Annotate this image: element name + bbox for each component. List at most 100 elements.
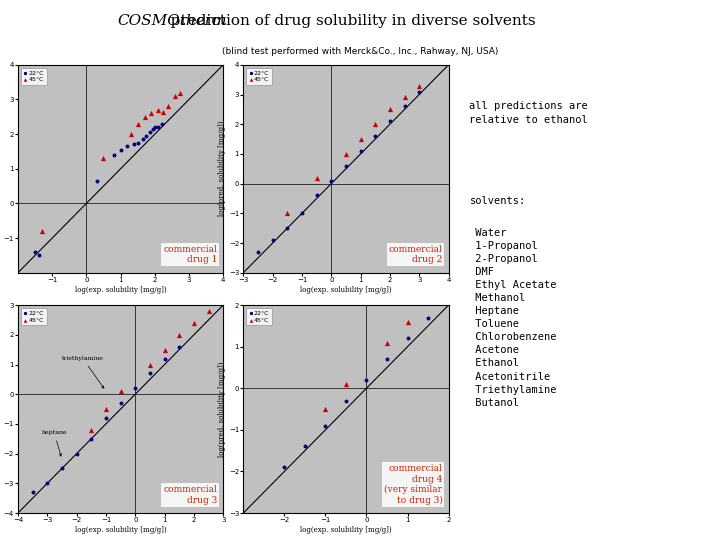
- Legend: 22°C, 45°C: 22°C, 45°C: [246, 308, 272, 325]
- Point: [86, 426, 97, 434]
- Point: [174, 342, 185, 351]
- Text: commercial
drug 2: commercial drug 2: [389, 245, 442, 265]
- Point: [188, 319, 199, 327]
- Point: [282, 224, 293, 232]
- Point: [139, 112, 150, 121]
- Point: [384, 105, 396, 114]
- Point: [355, 134, 366, 143]
- Legend: 22°C, 45°C: 22°C, 45°C: [21, 68, 47, 85]
- Legend: 22°C, 45°C: 22°C, 45°C: [21, 308, 47, 325]
- Point: [311, 191, 323, 200]
- Point: [30, 247, 41, 256]
- Text: all predictions are
relative to ethanol: all predictions are relative to ethanol: [469, 101, 588, 125]
- Point: [148, 125, 159, 133]
- Text: solvents:: solvents:: [469, 197, 526, 206]
- Point: [170, 92, 181, 100]
- Point: [174, 330, 185, 339]
- Point: [86, 434, 97, 443]
- Point: [159, 346, 171, 354]
- Point: [320, 405, 331, 414]
- Text: commercial
drug 1: commercial drug 1: [163, 245, 217, 265]
- Point: [130, 384, 141, 393]
- Point: [422, 313, 433, 322]
- Point: [369, 132, 381, 140]
- Point: [114, 387, 127, 395]
- Point: [140, 132, 152, 140]
- Text: triethylamine: triethylamine: [62, 356, 104, 388]
- Text: Water
 1-Propanol
 2-Propanol
 DMF
 Ethyl Acetate
 Methanol
 Heptane
 Toluene
 C: Water 1-Propanol 2-Propanol DMF Ethyl Ac…: [469, 228, 557, 408]
- Point: [300, 442, 311, 451]
- Point: [56, 464, 68, 473]
- Point: [282, 209, 293, 218]
- X-axis label: log(exp. solubility [mg/g]): log(exp. solubility [mg/g]): [75, 286, 166, 294]
- Text: (blind test performed with Merck&Co., Inc., Rahway, NJ, USA): (blind test performed with Merck&Co., In…: [222, 48, 498, 56]
- Point: [144, 128, 156, 137]
- Point: [267, 235, 279, 244]
- Y-axis label: log(pred. solubility [mg/g]): log(pred. solubility [mg/g]): [218, 121, 226, 217]
- Point: [382, 338, 393, 347]
- Legend: 22°C, 45°C: 22°C, 45°C: [246, 68, 272, 85]
- Point: [145, 109, 157, 118]
- Point: [399, 93, 410, 102]
- Point: [320, 421, 331, 430]
- Point: [132, 138, 143, 147]
- Point: [100, 405, 112, 414]
- Point: [108, 151, 120, 159]
- Point: [384, 117, 396, 126]
- Point: [399, 102, 410, 111]
- Point: [128, 140, 140, 149]
- X-axis label: log(exp. solubility [mg/g]): log(exp. solubility [mg/g]): [300, 526, 392, 534]
- Point: [137, 135, 148, 144]
- Point: [369, 120, 381, 129]
- Point: [158, 107, 169, 116]
- Point: [341, 380, 352, 388]
- Point: [156, 119, 167, 128]
- Point: [382, 355, 393, 363]
- Point: [163, 102, 174, 111]
- Point: [252, 247, 264, 256]
- Point: [153, 105, 164, 114]
- Text: commercial
drug 4
(very similar
to drug 3): commercial drug 4 (very similar to drug …: [384, 464, 442, 505]
- X-axis label: log(exp. solubility [mg/g]): log(exp. solubility [mg/g]): [75, 526, 166, 534]
- Y-axis label: log(pred. solubility [mg/g]): log(pred. solubility [mg/g]): [218, 361, 226, 457]
- Point: [122, 142, 133, 151]
- Point: [27, 488, 38, 497]
- Point: [311, 173, 323, 182]
- Text: COSMOtherm: COSMOtherm: [117, 14, 227, 28]
- Point: [296, 209, 307, 218]
- Point: [402, 318, 413, 326]
- Point: [71, 449, 82, 458]
- Point: [443, 280, 454, 288]
- Point: [132, 119, 143, 128]
- Point: [341, 396, 352, 405]
- Point: [402, 334, 413, 343]
- Point: [91, 177, 102, 185]
- Point: [114, 399, 127, 407]
- Point: [175, 88, 186, 97]
- Point: [42, 479, 53, 488]
- Point: [100, 414, 112, 422]
- Text: commercial
drug 3: commercial drug 3: [163, 485, 217, 505]
- Point: [115, 145, 127, 154]
- Point: [98, 154, 109, 163]
- Point: [149, 123, 161, 131]
- X-axis label: log(exp. solubility [mg/g]): log(exp. solubility [mg/g]): [300, 286, 392, 294]
- Point: [153, 123, 164, 131]
- Point: [355, 146, 366, 156]
- Point: [325, 176, 337, 185]
- Text: prediction of drug solubility in diverse solvents: prediction of drug solubility in diverse…: [117, 14, 536, 28]
- Point: [422, 296, 433, 305]
- Point: [279, 463, 290, 471]
- Point: [340, 161, 351, 170]
- Point: [413, 87, 425, 96]
- Point: [144, 369, 156, 378]
- Point: [33, 251, 45, 260]
- Point: [340, 150, 351, 158]
- Point: [125, 130, 137, 138]
- Point: [159, 354, 171, 363]
- Point: [413, 81, 425, 90]
- Point: [361, 376, 372, 384]
- Point: [144, 360, 156, 369]
- Point: [36, 227, 48, 235]
- Point: [203, 307, 215, 315]
